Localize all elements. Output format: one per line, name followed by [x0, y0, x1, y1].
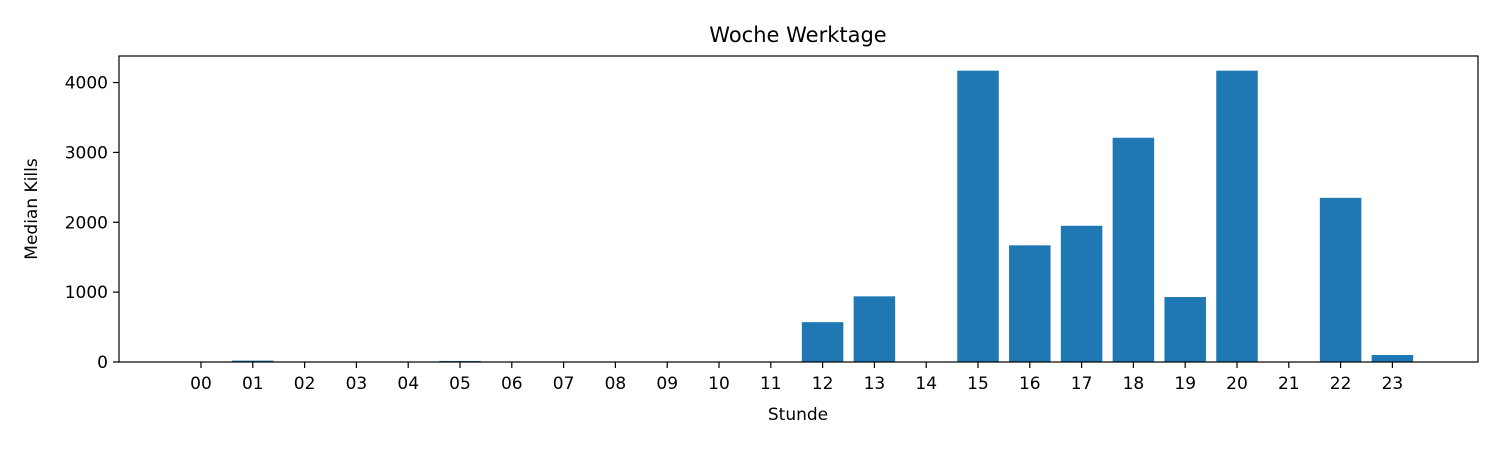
y-tick-label: 2000	[65, 213, 108, 233]
bar-18	[1112, 137, 1155, 362]
x-tick-label: 09	[656, 374, 678, 394]
x-tick-label: 02	[294, 374, 316, 394]
x-tick-label: 08	[605, 374, 627, 394]
plot-frame	[118, 55, 1479, 363]
y-tick-label: 1000	[65, 283, 108, 303]
y-tick-label: 4000	[65, 74, 108, 94]
x-axis-label: Stunde	[768, 405, 828, 425]
x-axis-ticks: 00 01 02 03 04 05 06 07 08 09 10 11 12 13 14 15 16 17 18 19…	[190, 362, 1403, 394]
x-tick-label: 01	[242, 374, 264, 394]
x-tick-label: 11	[760, 374, 782, 394]
x-tick-label: 03	[346, 374, 368, 394]
x-tick-label: 23	[1382, 374, 1404, 394]
bar-23	[1371, 355, 1414, 362]
x-tick-label: 07	[553, 374, 575, 394]
x-tick-label: 12	[812, 374, 834, 394]
x-tick-label: 16	[1019, 374, 1041, 394]
bar-20	[1216, 70, 1258, 363]
y-tick-label: 0	[97, 353, 108, 373]
y-tick-label: 3000	[65, 143, 108, 163]
x-tick-label: 04	[397, 374, 419, 394]
bar-01	[232, 360, 274, 362]
x-tick-label: 19	[1174, 374, 1196, 394]
x-tick-label: 15	[967, 374, 989, 394]
bar-17	[1060, 225, 1103, 362]
bar-13	[853, 296, 896, 362]
chart-title: Woche Werktage	[709, 23, 886, 47]
x-tick-label: 05	[449, 374, 471, 394]
x-tick-label: 13	[864, 374, 886, 394]
bar-12	[801, 322, 844, 362]
x-tick-label: 17	[1071, 374, 1093, 394]
x-tick-label: 14	[915, 374, 937, 394]
x-tick-label: 06	[501, 374, 523, 394]
bar-19	[1164, 297, 1206, 362]
x-tick-label: 18	[1123, 374, 1145, 394]
x-tick-label: 21	[1278, 374, 1300, 394]
x-tick-label: 20	[1226, 374, 1248, 394]
x-tick-label: 22	[1330, 374, 1352, 394]
y-axis-ticks: 0 1000 2000 3000 4000	[65, 74, 119, 373]
bar-16	[1009, 245, 1051, 362]
x-tick-label: 00	[190, 374, 212, 394]
bar-15	[957, 70, 999, 363]
bar-22	[1319, 197, 1362, 362]
bars-group	[232, 70, 1414, 363]
y-axis-label: Median Kills	[22, 158, 42, 260]
x-tick-label: 10	[708, 374, 730, 394]
